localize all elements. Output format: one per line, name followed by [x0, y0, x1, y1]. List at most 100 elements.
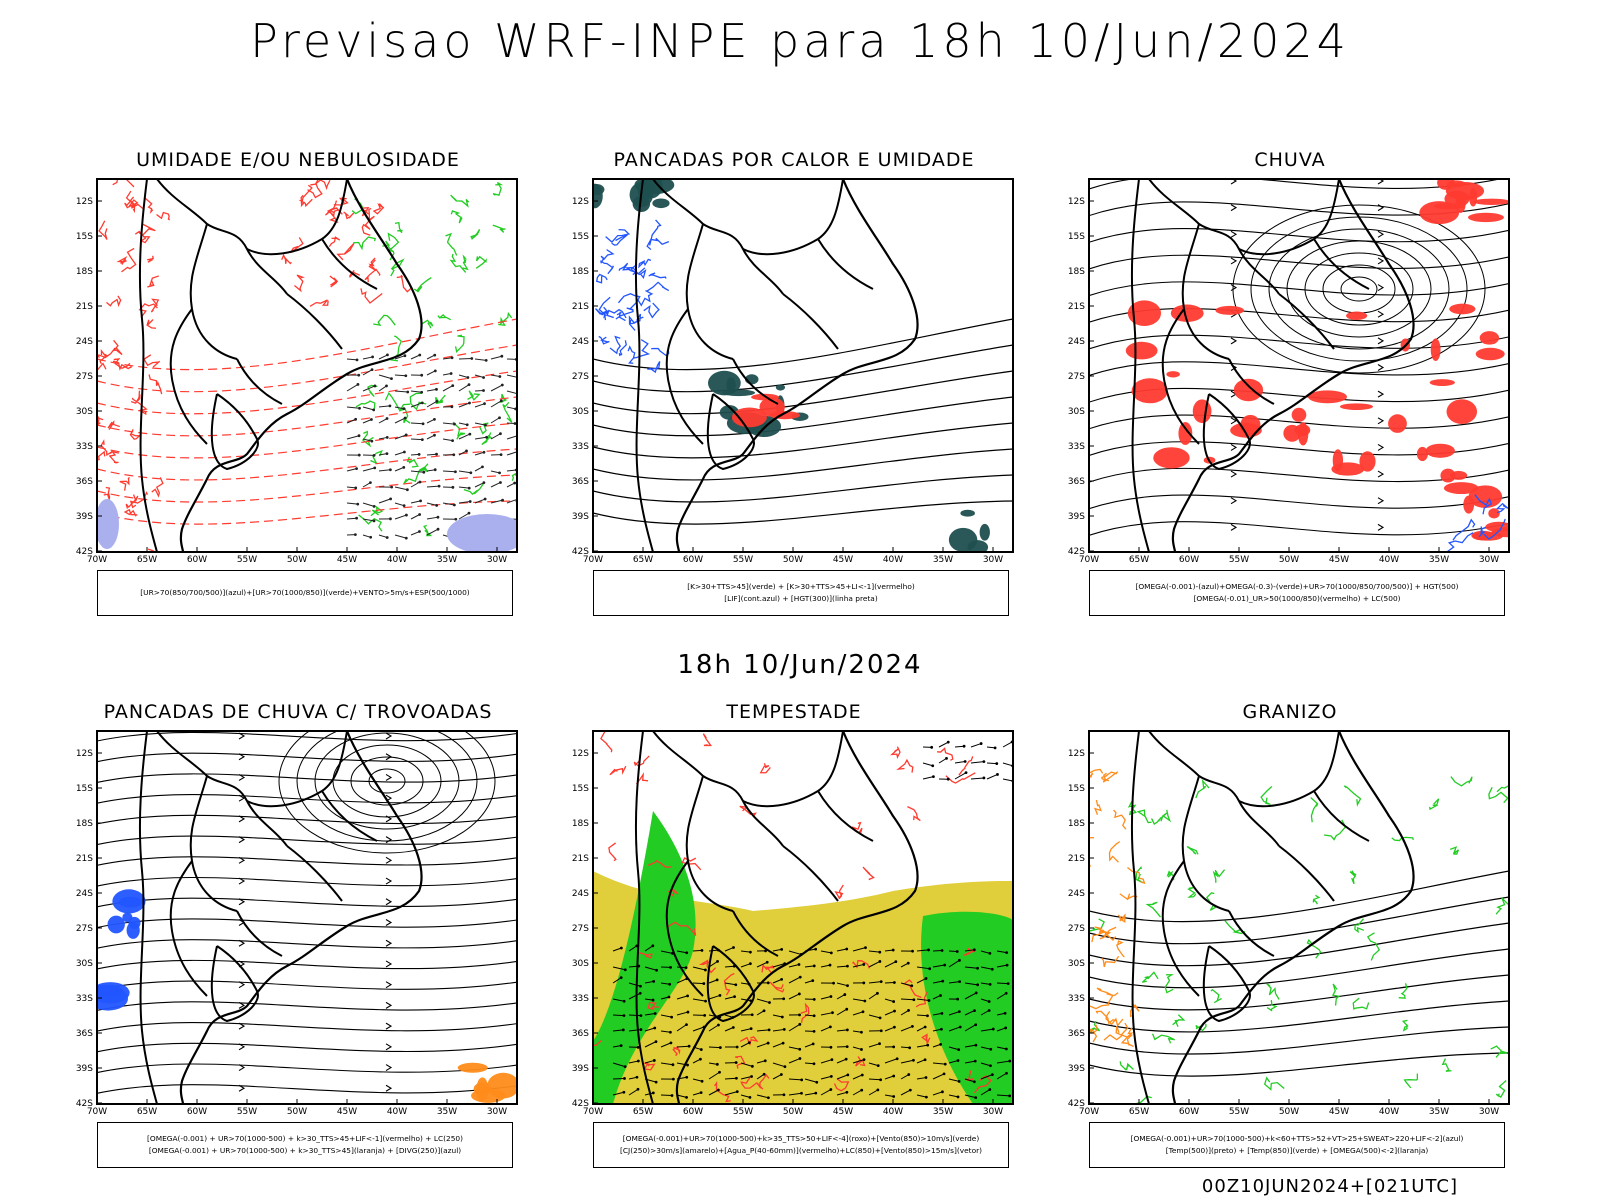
lat-tick-label: 12S: [76, 197, 93, 207]
lat-tick-label: 30S: [76, 959, 93, 969]
lon-tick-label: 65W: [633, 555, 653, 565]
lon-tick-label: 40W: [883, 555, 903, 565]
lon-tick-label: 35W: [933, 555, 953, 565]
lon-tick-label: 60W: [187, 1107, 207, 1117]
lat-tick-label: 18S: [572, 267, 589, 277]
wind-vectors: [612, 944, 1012, 1100]
lon-tick-label: 30W: [487, 555, 507, 565]
panel-title: GRANIZO: [1242, 701, 1338, 723]
legend-line: [OMEGA(-0.001)+UR>70(1000-500)+k>35_TTS>…: [622, 1134, 980, 1143]
lon-tick-label: 45W: [337, 555, 357, 565]
omega-contours: [1446, 494, 1509, 552]
lat-tick-label: 15S: [1068, 784, 1085, 794]
run-timestamp: 00Z10JUN2024+[021UTC]: [1201, 1176, 1458, 1197]
lon-tick-label: 45W: [337, 1107, 357, 1117]
legend-line: [OMEGA(-0.001)-(azul)+OMEGA(-0.3)-(verde…: [1135, 582, 1459, 591]
lat-tick-label: 27S: [572, 372, 589, 382]
lon-tick-label: 55W: [237, 555, 257, 565]
height-contours: [593, 318, 1013, 525]
legend-line: [OMEGA(-0.01)_UR>50(1000/850)(vermelho) …: [1193, 594, 1401, 603]
convective-areas: [948, 509, 990, 552]
lon-tick-label: 70W: [1079, 1107, 1099, 1117]
lat-tick-label: 42S: [76, 1099, 93, 1109]
legend-line: [UR>70(850/700/500)](azul)+[UR>70(1000/8…: [140, 588, 470, 597]
lat-tick-label: 15S: [572, 232, 589, 242]
temp-850-contours: [1089, 776, 1509, 1104]
lat-tick-label: 21S: [572, 854, 589, 864]
lat-tick-label: 39S: [1068, 512, 1085, 522]
lon-tick-label: 50W: [1279, 1107, 1299, 1117]
lon-tick-label: 70W: [583, 555, 603, 565]
lon-tick-label: 30W: [1479, 1107, 1499, 1117]
lon-tick-label: 30W: [1479, 555, 1499, 565]
lat-tick-label: 18S: [76, 267, 93, 277]
legend-line: [OMEGA(-0.001) + UR>70(1000-500) + k>30_…: [148, 1146, 462, 1155]
lon-tick-label: 45W: [1329, 1107, 1349, 1117]
legend-line: [CJ(250)>30m/s](amarelo)+[Agua_P(40-60mm…: [619, 1146, 983, 1155]
lon-tick-label: 40W: [387, 555, 407, 565]
lat-tick-label: 33S: [572, 442, 589, 452]
lon-tick-label: 35W: [437, 555, 457, 565]
lat-tick-label: 33S: [76, 442, 93, 452]
lon-tick-label: 50W: [1279, 555, 1299, 565]
lon-tick-label: 55W: [237, 1107, 257, 1117]
strong-wind-area: [921, 911, 1013, 1104]
legend-box: [OMEGA(-0.001)+UR>70(1000-500)+k<60+TTS>…: [1089, 1122, 1505, 1168]
map-frame: [96, 178, 518, 553]
lat-tick-label: 12S: [1068, 749, 1085, 759]
valid-time-title: 18h 10/Jun/2024: [677, 650, 923, 680]
omega-500-areas: [1089, 768, 1146, 1048]
lon-tick-label: 65W: [633, 1107, 653, 1117]
lat-tick-label: 24S: [1068, 889, 1085, 899]
lat-tick-label: 27S: [1068, 372, 1085, 382]
lon-tick-label: 50W: [783, 555, 803, 565]
lon-tick-label: 45W: [833, 555, 853, 565]
lon-tick-label: 35W: [1429, 555, 1449, 565]
lon-tick-label: 45W: [1329, 555, 1349, 565]
lat-tick-label: 36S: [76, 477, 93, 487]
lat-tick-label: 33S: [572, 994, 589, 1004]
lat-tick-label: 24S: [572, 889, 589, 899]
lat-tick-label: 30S: [76, 407, 93, 417]
lat-tick-label: 18S: [1068, 267, 1085, 277]
streamlines-850: [593, 731, 992, 1103]
lon-tick-label: 45W: [833, 1107, 853, 1117]
lat-tick-label: 21S: [76, 854, 93, 864]
lon-tick-label: 30W: [487, 1107, 507, 1117]
lon-tick-label: 65W: [1129, 1107, 1149, 1117]
legend-box: [OMEGA(-0.001)-(azul)+OMEGA(-0.3)-(verde…: [1089, 570, 1505, 616]
lon-tick-label: 55W: [1229, 555, 1249, 565]
lon-tick-label: 60W: [1179, 555, 1199, 565]
lon-tick-label: 70W: [1079, 555, 1099, 565]
lat-tick-label: 30S: [572, 407, 589, 417]
lon-tick-label: 55W: [733, 1107, 753, 1117]
lat-tick-label: 21S: [572, 302, 589, 312]
streamlines: [97, 731, 517, 1094]
lon-tick-label: 35W: [933, 1107, 953, 1117]
lat-tick-label: 21S: [1068, 302, 1085, 312]
lat-tick-label: 24S: [1068, 337, 1085, 347]
lon-tick-label: 65W: [137, 555, 157, 565]
lon-tick-label: 50W: [287, 555, 307, 565]
lat-tick-label: 39S: [76, 512, 93, 522]
legend-box: [UR>70(850/700/500)](azul)+[UR>70(1000/8…: [97, 570, 513, 616]
lat-tick-label: 42S: [572, 547, 589, 557]
lon-tick-label: 30W: [983, 555, 1003, 565]
lat-tick-label: 39S: [1068, 1064, 1085, 1074]
lat-tick-label: 15S: [572, 784, 589, 794]
lon-tick-label: 55W: [1229, 1107, 1249, 1117]
legend-line: [OMEGA(-0.001)+UR>70(1000-500)+k<60+TTS>…: [1130, 1134, 1464, 1143]
lon-tick-label: 60W: [187, 555, 207, 565]
lat-tick-label: 33S: [76, 994, 93, 1004]
height-contours: [97, 318, 517, 525]
lon-tick-label: 40W: [1379, 1107, 1399, 1117]
legend-box: [K>30+TTS>45](verde) + [K>30+TTS>45+LI<-…: [593, 570, 1009, 616]
lat-tick-label: 15S: [1068, 232, 1085, 242]
